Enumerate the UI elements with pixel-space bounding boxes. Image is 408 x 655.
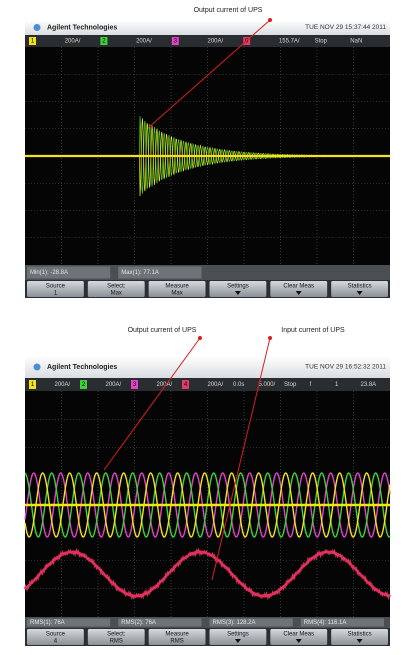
brand: Agilent Technologies xyxy=(47,364,117,371)
channel-setting: 23.8A xyxy=(361,382,377,388)
annotation-dot xyxy=(268,18,272,22)
timestamp: TUE NOV 29 15:37:44 2011 xyxy=(305,24,386,31)
measurement: Min(1): -28.8A xyxy=(30,270,68,276)
softkey-label: Statistics xyxy=(348,284,372,290)
annotation-dot xyxy=(268,336,272,340)
channel-setting: Stop xyxy=(315,39,328,45)
brand-logo xyxy=(34,24,41,31)
brand: Agilent Technologies xyxy=(47,24,117,31)
timestamp: TUE NOV 29 16:52:32 2011 xyxy=(305,364,386,371)
channel-setting: 200A/ xyxy=(65,39,81,45)
softkey-label: Select: xyxy=(107,632,126,638)
softkey-label: Select: xyxy=(107,284,126,290)
softkey-value: Max xyxy=(171,291,182,297)
channel-setting: 200A/ xyxy=(208,39,224,45)
annotation: Output current of UPS xyxy=(128,327,197,334)
channel-setting: 200A/ xyxy=(208,382,224,388)
channel-setting: 200A/ xyxy=(136,39,152,45)
measurement: RMS(4): 116.1A xyxy=(304,620,347,626)
channel-setting: 200A/ xyxy=(55,382,71,388)
softkey-value: Max xyxy=(111,291,122,297)
softkey-label: Settings xyxy=(227,632,249,638)
channel-setting: 0.0s xyxy=(233,382,244,388)
softkey-label: Source xyxy=(46,284,66,290)
softkey-label: Measure xyxy=(165,284,189,290)
brand-logo xyxy=(34,364,41,371)
measurement: RMS(3): 128.2A xyxy=(213,620,256,626)
page: Agilent Technologies TUE NOV 29 15:37:44 … xyxy=(0,0,408,650)
measurement: Max(1): 77.1A xyxy=(121,270,159,276)
annotation-dot xyxy=(198,336,202,340)
channel-setting: NaN xyxy=(350,39,362,45)
channel-setting: 200A/ xyxy=(106,382,122,388)
softkey-label: Measure xyxy=(165,632,189,638)
softkey-label: Source xyxy=(46,632,66,638)
annotation: Input current of UPS xyxy=(281,327,345,334)
softkey-label: Clear Meas xyxy=(283,632,314,638)
softkey-value: RMS xyxy=(110,639,123,645)
softkey-label: Clear Meas xyxy=(283,284,314,290)
softkey-label: Settings xyxy=(227,284,249,290)
channel-setting: 5.000/ xyxy=(259,382,276,388)
measurement: RMS(1): 76A xyxy=(30,620,65,626)
channel-setting: 155.7A/ xyxy=(279,39,300,45)
channel-setting: Stop xyxy=(284,382,297,388)
softkey-label: Statistics xyxy=(348,632,372,638)
annotation: Output current of UPS xyxy=(194,7,263,14)
measurement: RMS(2): 76A xyxy=(121,620,156,626)
softkey-value: RMS xyxy=(170,639,183,645)
